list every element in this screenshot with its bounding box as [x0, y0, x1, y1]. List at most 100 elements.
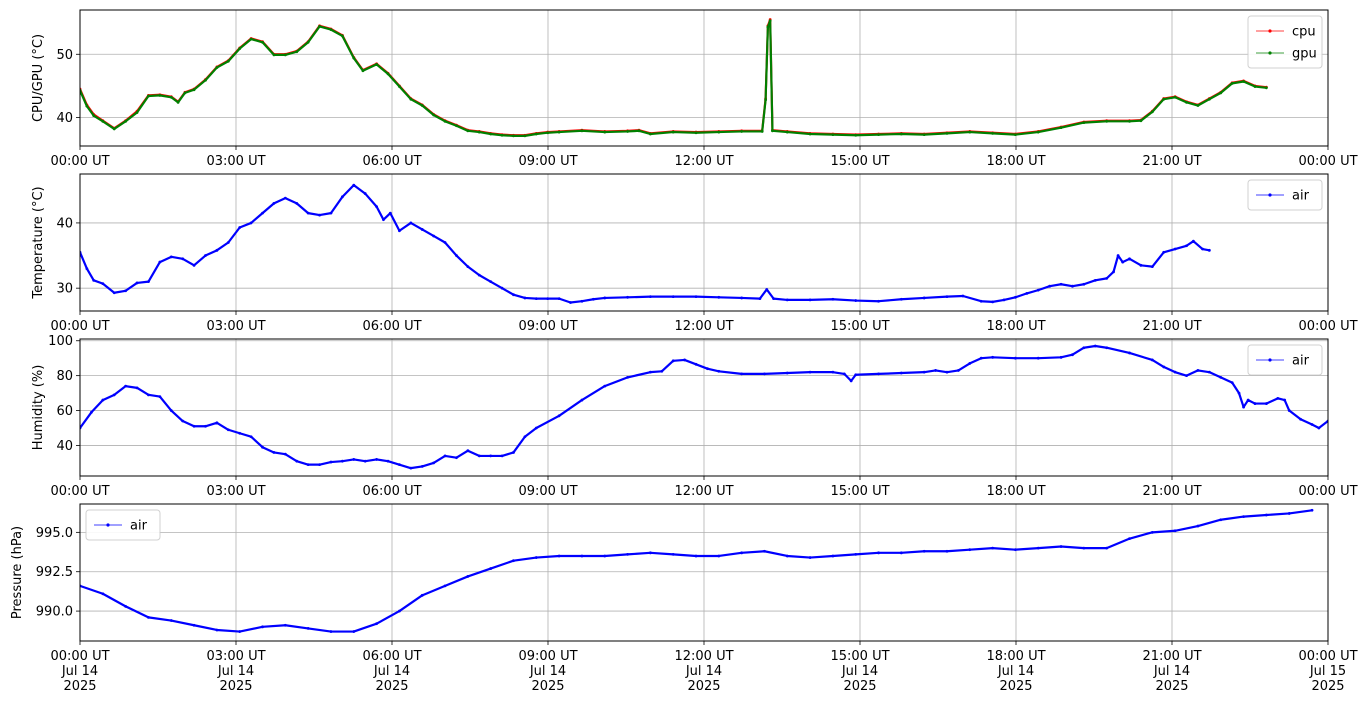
- data-point: [135, 111, 139, 114]
- data-point: [877, 299, 880, 303]
- data-point: [283, 53, 287, 57]
- data-point: [1128, 351, 1131, 355]
- data-point: [934, 369, 937, 372]
- x-tick-label: 18:00 UT: [986, 319, 1045, 334]
- data-point: [112, 291, 116, 295]
- data-point: [489, 567, 493, 570]
- data-point: [135, 281, 139, 285]
- data-point: [361, 69, 365, 73]
- x-tick-label-line: 12:00 UT: [674, 319, 733, 334]
- data-point: [238, 226, 242, 229]
- data-point: [534, 426, 538, 430]
- data-point: [899, 297, 903, 301]
- data-point: [1093, 344, 1097, 348]
- x-tick-label-line: 21:00 UT: [1142, 154, 1201, 169]
- data-point: [306, 211, 310, 215]
- data-point: [740, 130, 744, 133]
- data-point: [1242, 515, 1245, 518]
- x-tick-label-line: 15:00 UT: [830, 484, 889, 499]
- y-tick-label: 995.0: [36, 526, 73, 541]
- x-tick-label-line: 00:00 UT: [1298, 154, 1357, 169]
- data-point: [306, 40, 310, 44]
- data-point: [922, 133, 926, 137]
- data-point: [388, 211, 392, 215]
- data-point: [443, 119, 447, 123]
- data-point: [1253, 402, 1257, 405]
- plot-frame: [79, 338, 1329, 477]
- data-point: [112, 393, 116, 397]
- x-tick-label: 00:00 UT: [1298, 484, 1357, 499]
- data-point: [1162, 97, 1166, 101]
- data-point: [842, 372, 846, 376]
- data-point: [765, 288, 769, 291]
- data-point: [557, 414, 561, 418]
- data-point: [238, 47, 242, 50]
- x-tick-label: 06:00 UT: [362, 154, 421, 169]
- data-point: [169, 409, 173, 412]
- data-point: [398, 85, 401, 88]
- data-point: [1287, 409, 1291, 412]
- x-tick-label-line: 03:00 UT: [206, 484, 265, 499]
- plot-frame: [79, 173, 1329, 312]
- data-point: [603, 384, 607, 388]
- x-tick-label: 12:00 UT Jul 14 2025: [674, 649, 733, 694]
- data-point: [849, 379, 853, 383]
- data-point: [432, 461, 436, 465]
- data-point: [831, 297, 835, 301]
- data-point: [398, 463, 401, 467]
- data-point: [1283, 398, 1287, 402]
- data-point: [147, 615, 150, 619]
- data-point: [443, 454, 447, 458]
- plot-frame: [79, 503, 1329, 642]
- x-tick-label-line: 2025: [219, 679, 252, 694]
- data-point: [215, 421, 219, 425]
- data-point: [1162, 365, 1166, 369]
- data-point: [740, 296, 744, 300]
- data-point: [877, 551, 880, 555]
- data-point: [352, 630, 356, 633]
- data-point: [991, 546, 995, 550]
- x-tick-label: 03:00 UT: [206, 484, 265, 499]
- x-tick-label: 18:00 UT Jul 14 2025: [986, 649, 1045, 694]
- data-point: [512, 293, 515, 297]
- data-point: [477, 454, 481, 458]
- data-point: [261, 211, 264, 215]
- data-point: [1201, 247, 1204, 251]
- data-point: [183, 91, 187, 95]
- data-point: [534, 556, 538, 559]
- data-point: [956, 369, 960, 372]
- data-point: [785, 371, 789, 375]
- data-point: [352, 458, 356, 461]
- data-point: [512, 451, 515, 454]
- y-tick-label: 60: [56, 404, 73, 419]
- data-point: [922, 549, 926, 553]
- data-point: [420, 593, 424, 597]
- data-point: [90, 410, 93, 414]
- data-point: [306, 627, 310, 630]
- panel-3: 00:00 UT 03:00 UT 06:00 UT 09:00 UT 12:00 UT…: [31, 334, 1358, 499]
- data-point: [1242, 405, 1245, 409]
- x-tick-label-line: 15:00 UT: [830, 319, 889, 334]
- data-point: [968, 362, 972, 365]
- data-point: [272, 201, 276, 205]
- data-point: [648, 551, 652, 555]
- legend-label: air: [1292, 354, 1310, 369]
- data-point: [318, 463, 321, 467]
- data-point: [375, 205, 378, 209]
- data-point: [637, 129, 641, 133]
- data-point: [238, 630, 242, 633]
- data-point: [443, 584, 447, 588]
- data-point: [1014, 295, 1017, 299]
- data-point: [1071, 284, 1074, 288]
- data-point: [1196, 524, 1200, 528]
- data-point: [771, 129, 774, 133]
- data-point: [854, 373, 858, 377]
- data-point: [706, 367, 709, 371]
- legend-label: gpu: [1292, 47, 1317, 62]
- data-point: [489, 132, 493, 136]
- data-point: [854, 299, 858, 302]
- data-point: [694, 131, 698, 135]
- data-point: [249, 37, 253, 41]
- data-point: [945, 370, 949, 374]
- data-point: [1310, 423, 1314, 426]
